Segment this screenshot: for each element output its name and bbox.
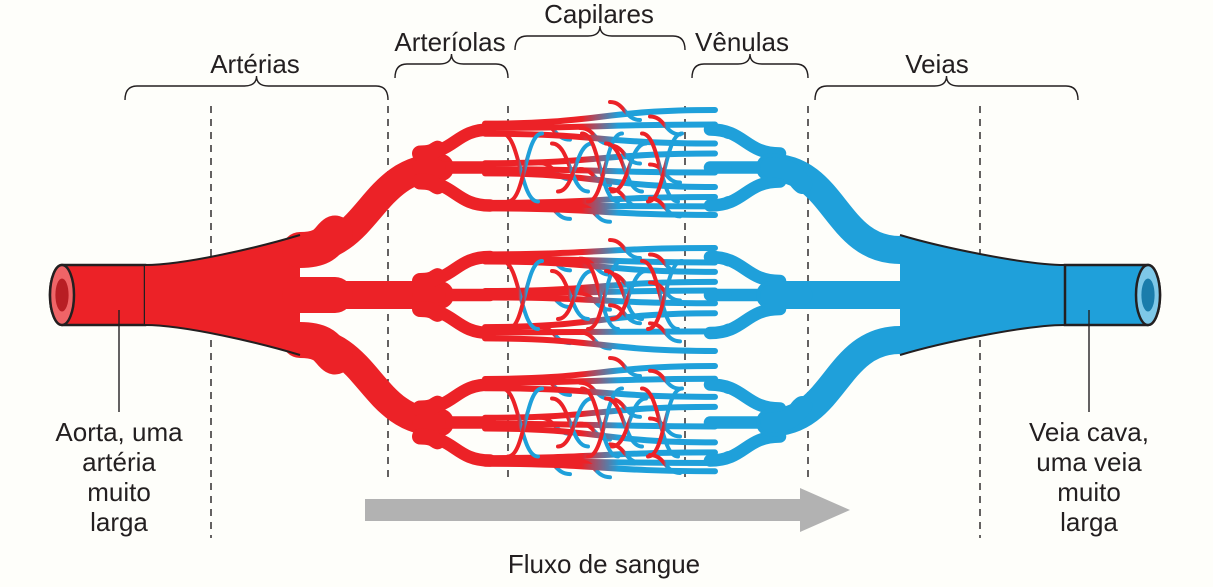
label-veia-cava: Veia cava, uma veia muito larga <box>939 418 1213 538</box>
label-fluxo: Fluxo de sangue <box>454 550 754 580</box>
diagram-stage: Artérias Arteríolas Capilares Vênulas Ve… <box>0 0 1213 587</box>
label-capilares: Capilares <box>449 0 749 30</box>
label-veias: Veias <box>787 50 1087 80</box>
label-arteriolas: Arteríolas <box>300 28 600 58</box>
label-aorta: Aorta, uma artéria muito larga <box>0 418 269 538</box>
